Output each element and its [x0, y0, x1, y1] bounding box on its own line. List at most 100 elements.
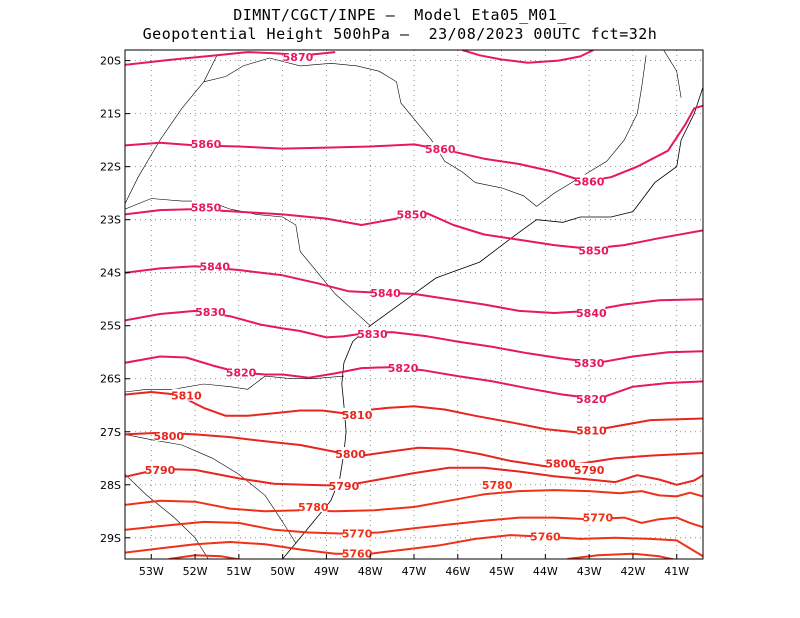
- state-border-6: [269, 57, 537, 207]
- lat-tick-label: 28S: [100, 479, 121, 492]
- contour-label: 5780: [298, 501, 329, 514]
- contour-label-bg: [575, 174, 604, 187]
- lat-tick-label: 26S: [100, 373, 121, 386]
- contour-label-bg: [227, 365, 256, 378]
- contour-label-bg: [575, 355, 604, 368]
- contour-label: 5810: [342, 409, 373, 422]
- contour-label: 5790: [329, 480, 360, 493]
- state-border-0: [125, 55, 218, 204]
- lon-tick-label: 48W: [358, 565, 383, 578]
- contour-5780-10: [125, 489, 703, 513]
- contour-label: 5840: [576, 307, 607, 320]
- contour-5790-9: [125, 466, 703, 487]
- contour-label: 5820: [388, 362, 419, 375]
- lat-tick-label: 27S: [100, 426, 121, 439]
- lat-tick-label: 25S: [100, 320, 121, 333]
- contour-label: 5870: [283, 51, 314, 64]
- contour-label: 5800: [153, 430, 184, 443]
- contour-label: 5790: [574, 464, 605, 477]
- contour-label: 5850: [396, 208, 427, 221]
- state-border-7: [536, 55, 647, 207]
- contour-label-bg: [577, 391, 606, 404]
- contour-label-bg: [577, 423, 606, 436]
- contour-label-bg: [336, 447, 365, 460]
- lon-tick-label: 45W: [489, 565, 514, 578]
- contour-label: 5770: [583, 512, 614, 525]
- contour-5750-13: [168, 554, 243, 559]
- contour-5800-8: [125, 431, 703, 468]
- lat-tick-label: 23S: [100, 214, 121, 227]
- contour-5760-12: [125, 534, 703, 558]
- contour-label-bg: [577, 305, 606, 318]
- contour-label: 5830: [195, 306, 226, 319]
- contour-label-bg: [343, 546, 372, 559]
- contour-label-bg: [371, 285, 400, 298]
- contour-label: 5800: [335, 448, 366, 461]
- contour-5870-1: [461, 50, 594, 64]
- contour-label: 5860: [191, 138, 222, 151]
- contour-label-bg: [579, 243, 608, 256]
- contour-label-bg: [196, 304, 225, 317]
- lat-tick-label: 24S: [100, 267, 121, 280]
- lat-tick-label: 20S: [100, 55, 121, 68]
- lat-tick-label: 29S: [100, 532, 121, 545]
- contour-label: 5810: [576, 425, 607, 438]
- contour-label: 5810: [171, 390, 202, 403]
- lon-tick-label: 53W: [139, 565, 164, 578]
- axis-ticks: 53W 52W 51W 50W 49W 48W 47W 46W 45W 44W 43W 42W 41W 2…: [100, 55, 689, 578]
- contour-5810-7: [125, 391, 703, 434]
- contour-label-bg: [575, 462, 604, 475]
- contour-label-bg: [154, 428, 183, 441]
- state-border-2: [125, 198, 371, 326]
- geography-lines: [125, 50, 703, 559]
- contour-label: 5840: [370, 287, 401, 300]
- contour-label-bg: [192, 200, 221, 213]
- contour-label: 5820: [576, 393, 607, 406]
- contour-5750-14: [567, 552, 677, 559]
- lon-tick-label: 43W: [577, 565, 602, 578]
- lon-tick-label: 51W: [226, 565, 251, 578]
- contour-label: 5780: [482, 479, 513, 492]
- lon-tick-label: 49W: [314, 565, 339, 578]
- contour-labels: 5870 5860 5860 5860 5850 5850 5850 5840 5840 5840…: [145, 49, 614, 561]
- contour-label: 5830: [574, 357, 605, 370]
- contour-label: 5760: [530, 531, 561, 544]
- contour-label: 5830: [357, 328, 388, 341]
- contour-label-bg: [358, 327, 387, 340]
- contour-label: 5760: [342, 548, 373, 561]
- title-line-1: DIMNT/CGCT/INPE – Model Eta05_M01_: [233, 6, 567, 24]
- contour-5770-11: [125, 516, 703, 535]
- contour-label: 5850: [578, 244, 609, 257]
- title-line-2: Geopotential Height 500hPa – 23/08/2023 …: [142, 25, 658, 43]
- contour-label-bg: [389, 361, 418, 374]
- coastline: [282, 86, 703, 559]
- contour-label-bg: [329, 478, 358, 491]
- contour-label-bg: [200, 259, 229, 272]
- lat-tick-label: 21S: [100, 108, 121, 121]
- contour-label: 5800: [545, 458, 576, 471]
- contour-label-bg: [192, 136, 221, 149]
- contour-label-bg: [397, 207, 426, 220]
- contour-label-bg: [343, 407, 372, 420]
- contour-label-bg: [546, 456, 575, 469]
- contour-label: 5770: [342, 528, 373, 541]
- state-border-1: [203, 57, 270, 83]
- contour-label: 5790: [145, 464, 176, 477]
- lon-tick-label: 47W: [402, 565, 427, 578]
- state-border-3: [125, 375, 344, 393]
- lon-tick-label: 41W: [664, 565, 689, 578]
- lon-tick-label: 50W: [270, 565, 295, 578]
- lon-tick-label: 52W: [183, 565, 208, 578]
- contour-label-bg: [583, 510, 612, 523]
- contour-label-bg: [146, 462, 175, 475]
- contour-label-bg: [531, 529, 560, 542]
- contour-label-bg: [483, 477, 512, 490]
- state-border-5: [125, 473, 209, 559]
- contour-label-bg: [299, 500, 328, 513]
- lon-tick-label: 42W: [621, 565, 646, 578]
- contour-label: 5840: [199, 260, 230, 273]
- contour-label-bg: [343, 526, 372, 539]
- contour-label-bg: [172, 388, 201, 401]
- state-border-8: [663, 50, 682, 98]
